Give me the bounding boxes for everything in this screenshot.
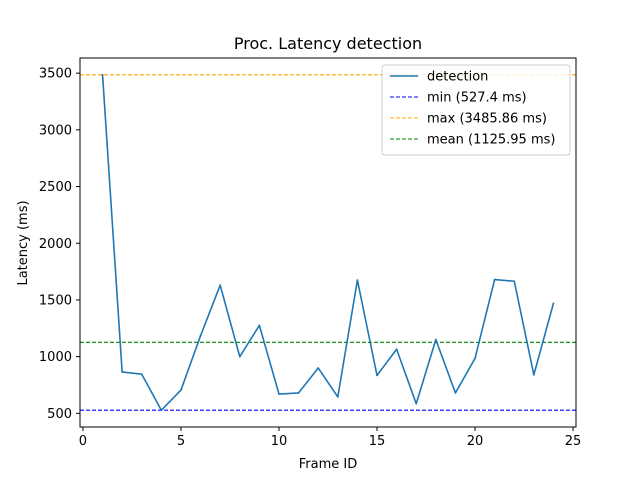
data-point xyxy=(336,395,339,398)
legend-box xyxy=(381,64,571,156)
x-tick-label: 15 xyxy=(369,434,386,449)
y-tick-label: 2500 xyxy=(39,180,72,195)
data-point xyxy=(317,367,320,369)
data-point xyxy=(395,348,398,351)
y-tick-label: 1000 xyxy=(39,350,72,365)
data-point xyxy=(493,278,496,281)
data-point xyxy=(238,355,241,358)
y-axis-label: Latency (ms) xyxy=(16,200,31,285)
x-tick-label: 5 xyxy=(177,434,185,449)
chart-title: Proc. Latency detection xyxy=(234,34,422,53)
plot-area: 0 5 10 15 20 25 500 1000 1500 2000 2500 3000 3500 det… xyxy=(39,57,582,449)
data-point xyxy=(415,402,418,405)
data-point xyxy=(376,374,378,377)
series-line-1 xyxy=(101,74,555,412)
data-point xyxy=(258,324,261,327)
y-tick-label: 3500 xyxy=(39,67,72,82)
y-tick-label: 3000 xyxy=(39,123,72,138)
data-point xyxy=(454,392,457,394)
y-tick-label: 1500 xyxy=(39,293,72,308)
data-point xyxy=(199,334,202,337)
data-point xyxy=(474,357,476,360)
data-point xyxy=(278,393,280,395)
data-point xyxy=(434,338,437,341)
legend-label: mean (1125.95 ms) xyxy=(427,133,555,148)
data-point xyxy=(121,371,124,373)
data-point xyxy=(513,280,516,283)
legend-label: detection xyxy=(427,70,488,85)
data-point xyxy=(297,392,300,394)
data-point xyxy=(552,302,555,305)
data-point xyxy=(160,409,163,412)
y-tick-label: 2000 xyxy=(39,237,72,252)
x-tick-label: 10 xyxy=(271,434,288,449)
x-tick-label: 0 xyxy=(79,434,87,449)
legend-label: min (527.4 ms) xyxy=(427,91,527,106)
data-point xyxy=(101,73,104,76)
x-tick-label: 20 xyxy=(467,434,484,449)
x-tick-label: 25 xyxy=(565,434,582,449)
data-point xyxy=(180,389,182,391)
y-tick-label: 500 xyxy=(47,407,72,422)
x-axis-label: Frame ID xyxy=(299,457,357,472)
data-point xyxy=(140,373,143,376)
legend: detection min (527.4 ms) max (3485.86 ms) m… xyxy=(381,64,571,156)
data-point xyxy=(356,279,359,282)
data-point xyxy=(219,284,222,287)
legend-label: max (3485.86 ms) xyxy=(427,112,547,127)
plot-frame xyxy=(79,57,577,428)
data-point xyxy=(532,373,535,376)
